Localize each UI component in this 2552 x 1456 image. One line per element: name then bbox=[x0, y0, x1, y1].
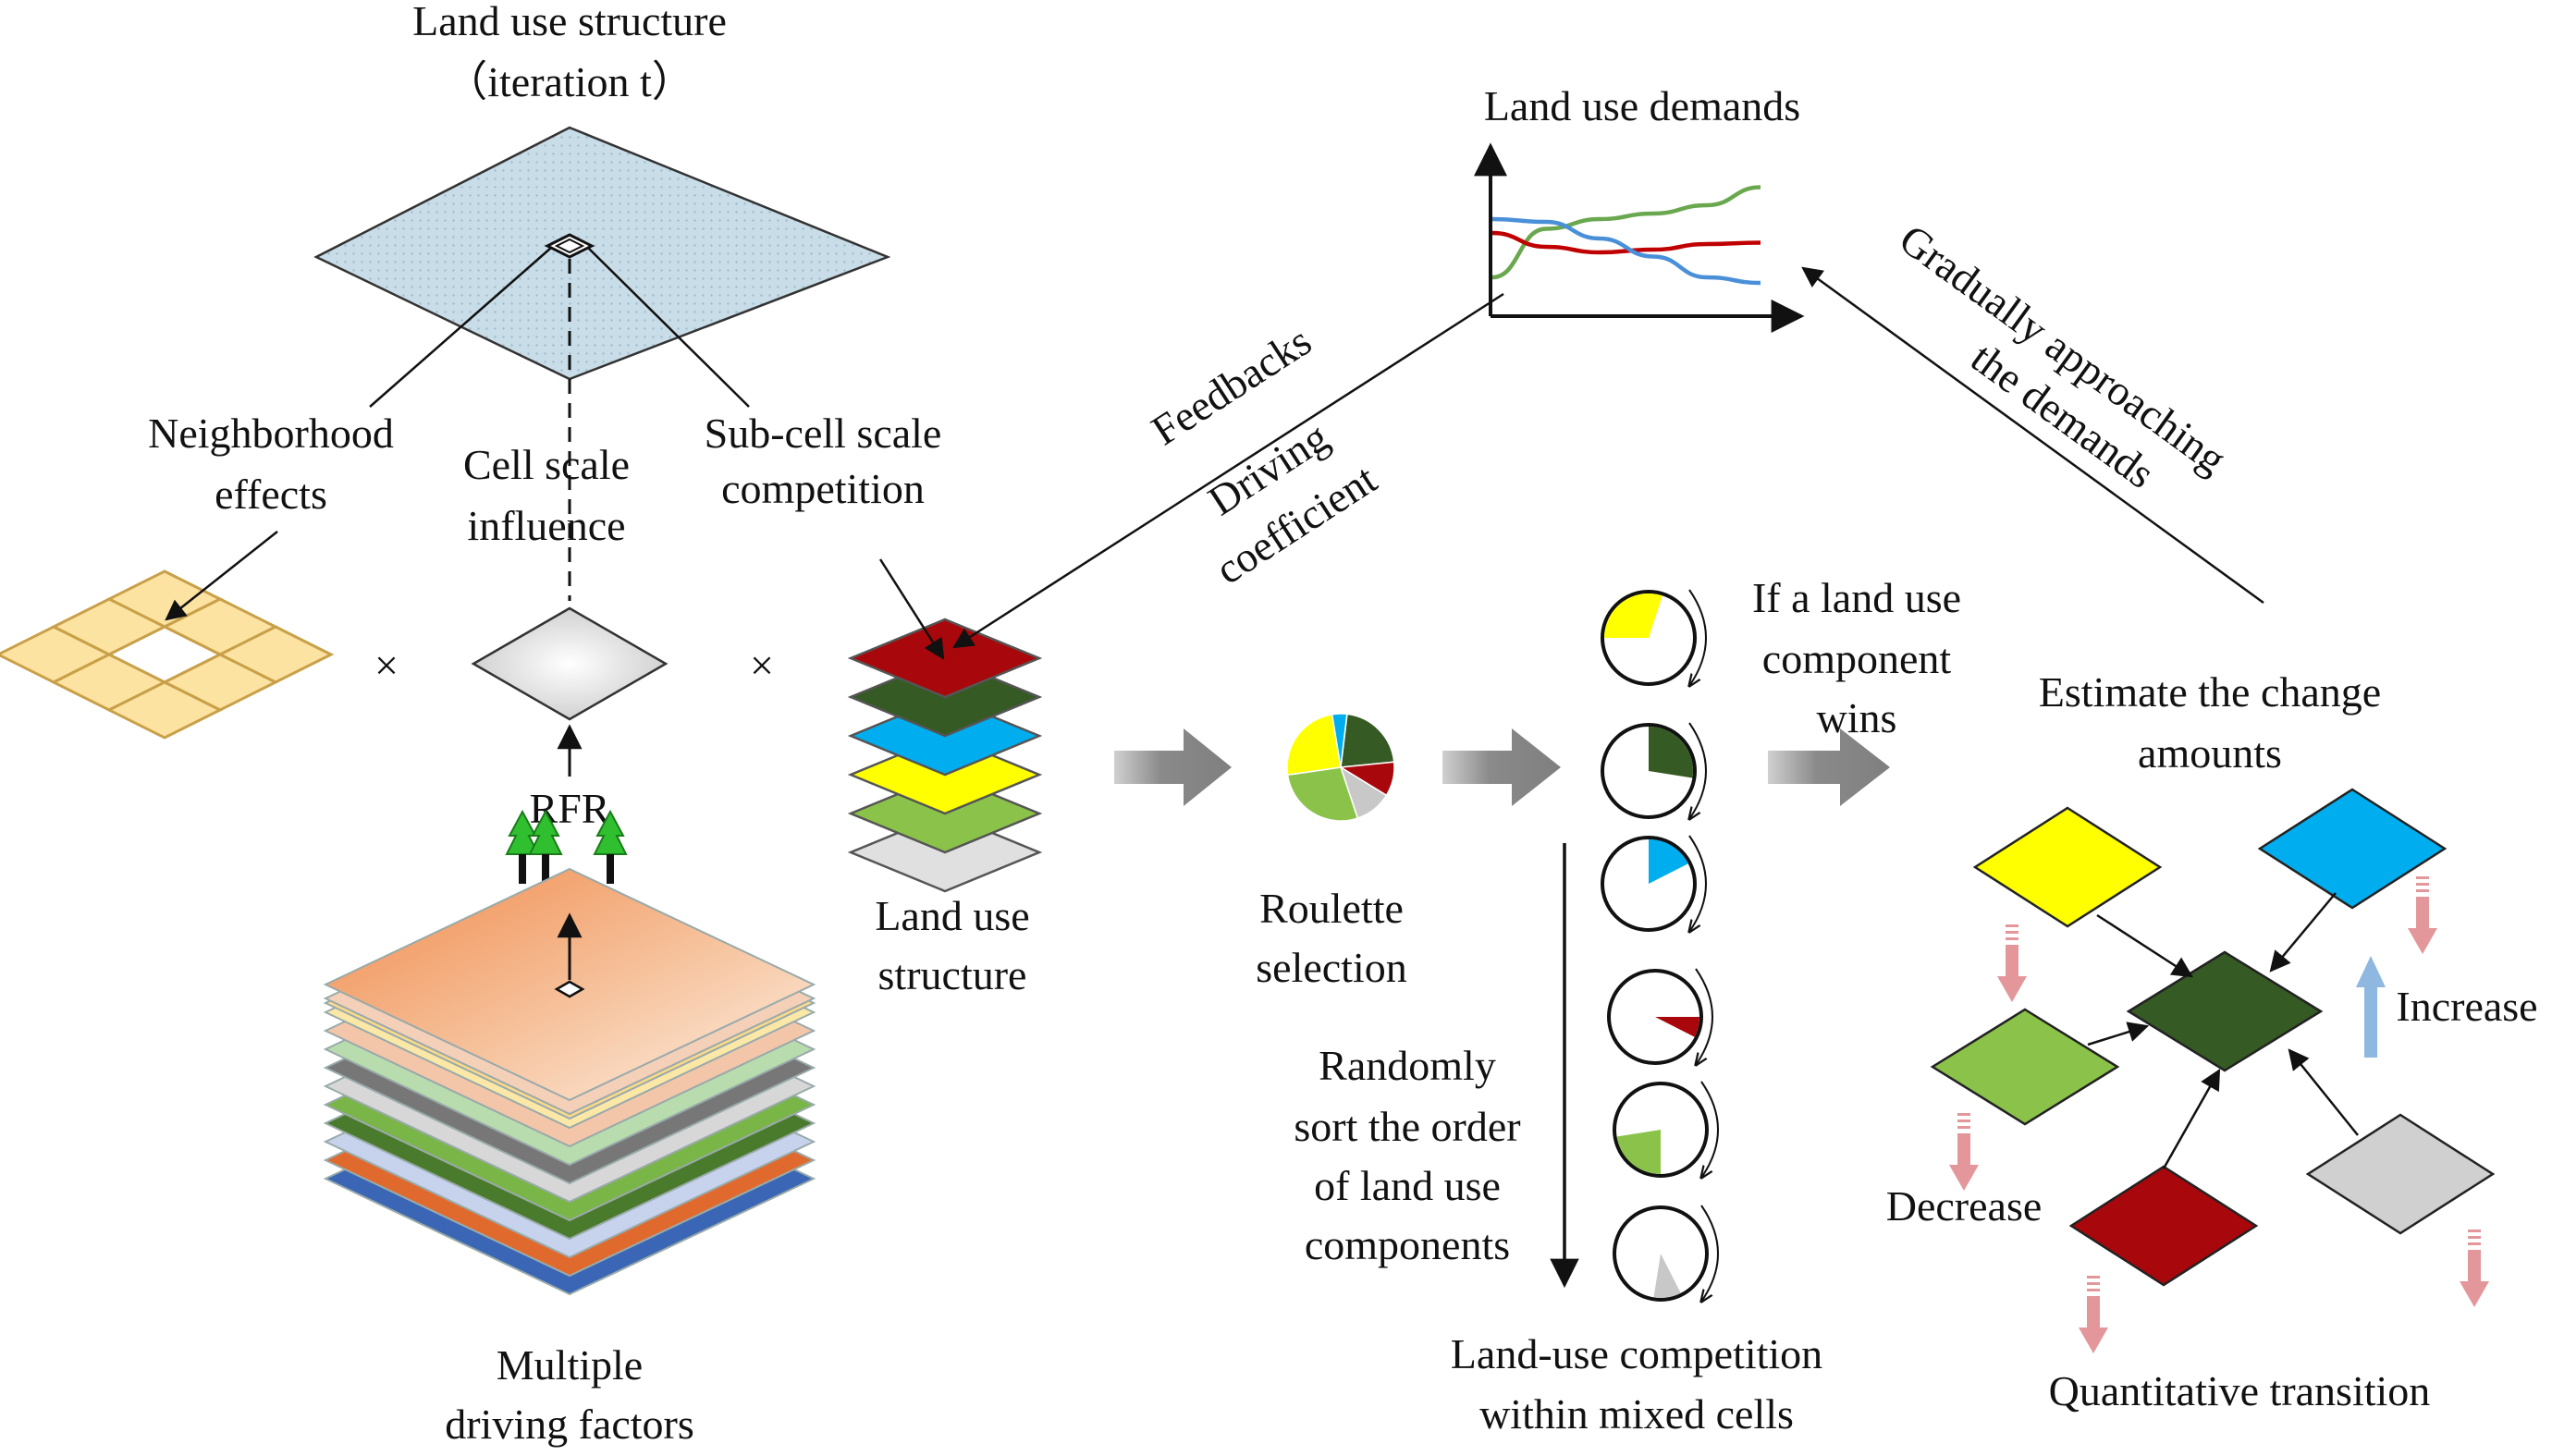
flow-arrow-2 bbox=[1442, 728, 1561, 806]
roulette-slice-6 bbox=[1331, 713, 1348, 768]
roulette-label-1: Roulette bbox=[1259, 885, 1404, 932]
estimate-label-1: Estimate the change bbox=[2039, 668, 2381, 716]
competition-circle-4 bbox=[1607, 968, 1713, 1065]
cell-scale-diamond bbox=[471, 606, 669, 721]
neighborhood-arrow bbox=[165, 531, 278, 621]
randomly-label-3: of land use bbox=[1314, 1162, 1501, 1209]
neighborhood-link bbox=[369, 247, 552, 408]
demands-chart-title: Land use demands bbox=[1484, 82, 1800, 129]
flow-arrow-3 bbox=[1768, 728, 1890, 806]
demand-curve-3 bbox=[1491, 216, 1761, 286]
top-structure-title: Land use structure bbox=[412, 0, 727, 44]
factor-cell-marker bbox=[554, 980, 585, 998]
roulette-label-2: selection bbox=[1256, 944, 1407, 991]
land-use-layers bbox=[847, 618, 1043, 893]
competition-circle-5 bbox=[1613, 1081, 1719, 1178]
competition-circle-1 bbox=[1601, 589, 1707, 686]
neighborhood-label-1: Neighborhood bbox=[148, 410, 394, 457]
gray-diamond bbox=[2305, 1113, 2496, 1235]
cell-scale-label-2: influence bbox=[467, 502, 625, 549]
demands-chart bbox=[1474, 142, 1805, 333]
transition-diamonds bbox=[1930, 788, 2496, 1287]
iteration-label: （iteration t） bbox=[445, 58, 694, 105]
randomly-label-1: Randomly bbox=[1319, 1042, 1496, 1089]
increase-arrow bbox=[2356, 956, 2386, 1058]
roulette-slice-1 bbox=[1340, 713, 1395, 768]
focus-subcell-marker bbox=[554, 238, 585, 254]
quantitative-transition-label: Quantitative transition bbox=[2049, 1367, 2431, 1414]
decrease-arrow-1 bbox=[1997, 924, 2027, 1002]
tree-icons bbox=[505, 809, 628, 884]
subcell-to-layers-arrow bbox=[878, 558, 945, 660]
competition-circles bbox=[1601, 589, 1719, 1302]
subcell-link bbox=[587, 247, 750, 408]
land-use-structure-map bbox=[313, 126, 891, 381]
multiple-label-1: Multiple bbox=[497, 1341, 643, 1389]
competition-circle-2 bbox=[1601, 722, 1707, 819]
decrease-label: Decrease bbox=[1886, 1182, 2043, 1230]
roulette-wheel bbox=[1286, 713, 1395, 822]
flow-arrow-1 bbox=[1114, 728, 1232, 806]
cyan-diamond bbox=[2257, 788, 2448, 910]
if-wins-label-1: If a land use bbox=[1752, 574, 1961, 621]
competition-circle-6 bbox=[1613, 1205, 1719, 1302]
demand-curve-1 bbox=[1491, 185, 1761, 280]
if-wins-label-2: component bbox=[1762, 635, 1952, 682]
cell-scale-label-1: Cell scale bbox=[463, 441, 630, 488]
land-use-structure-label-2: structure bbox=[878, 951, 1027, 998]
decrease-arrow-3 bbox=[1949, 1113, 1979, 1191]
roulette-slice-5 bbox=[1286, 713, 1342, 777]
demand-curve-2 bbox=[1491, 230, 1761, 255]
subcell-label-1: Sub-cell scale bbox=[705, 410, 942, 457]
land-use-structure-label-1: Land use bbox=[875, 892, 1029, 939]
light-green-diamond bbox=[1930, 1008, 2120, 1126]
neighborhood-label-2: effects bbox=[215, 471, 327, 518]
decrease-arrow-2 bbox=[2408, 876, 2437, 954]
decrease-arrow-4 bbox=[2079, 1276, 2108, 1353]
transition-arrows bbox=[2087, 892, 2359, 1169]
randomly-label-2: sort the order bbox=[1294, 1103, 1520, 1150]
competition-label-2: within mixed cells bbox=[1479, 1390, 1794, 1438]
feedback-arrow bbox=[952, 292, 1504, 649]
times-sign-2: × bbox=[750, 642, 774, 689]
if-wins-label-3: wins bbox=[1817, 694, 1897, 741]
decrease-arrows bbox=[1949, 876, 2489, 1353]
decrease-arrow-5 bbox=[2460, 1230, 2489, 1307]
roulette-slice-4 bbox=[1286, 766, 1359, 822]
yellow-diamond bbox=[1972, 806, 2163, 928]
competition-circle-3 bbox=[1601, 835, 1707, 932]
estimate-label-2: amounts bbox=[2138, 729, 2282, 777]
competition-label-1: Land-use competition bbox=[1451, 1330, 1822, 1377]
red-diamond bbox=[2068, 1165, 2259, 1287]
times-sign-1: × bbox=[374, 642, 399, 689]
randomly-label-4: components bbox=[1305, 1221, 1510, 1268]
multiple-label-2: driving factors bbox=[445, 1401, 694, 1448]
dark-green-diamond bbox=[2126, 950, 2324, 1072]
increase-label: Increase bbox=[2396, 983, 2537, 1030]
subcell-label-2: competition bbox=[721, 465, 925, 512]
focus-cell-marker bbox=[544, 233, 595, 259]
approaching-arrow bbox=[1801, 266, 2264, 605]
neighborhood-grid bbox=[0, 569, 335, 740]
